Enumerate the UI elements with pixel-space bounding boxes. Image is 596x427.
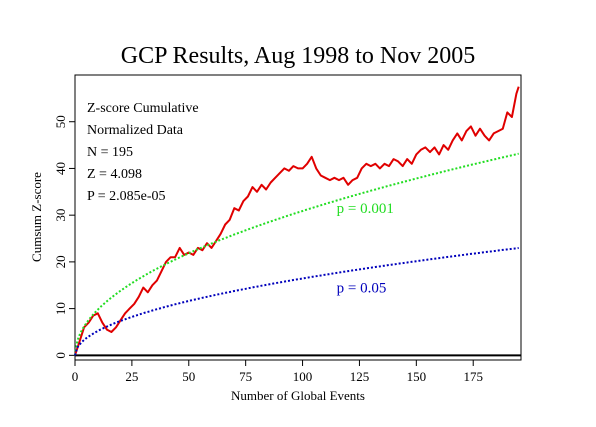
- y-tick-label: 20: [53, 255, 68, 268]
- y-axis-label: Cumsum Z-score: [29, 172, 44, 262]
- series-line-2: [74, 247, 519, 356]
- annotations: p = 0.001 p = 0.05: [337, 201, 394, 296]
- y-axis: 0 10 20 30 40 50: [53, 115, 75, 359]
- x-tick-label: 125: [350, 369, 370, 384]
- stats-line: Z = 4.098: [87, 167, 142, 182]
- x-axis: 0 25 50 75 100 125 150 175: [72, 360, 483, 384]
- stats-line: Z-score Cumulative: [87, 101, 199, 116]
- y-tick-label: 40: [53, 162, 68, 175]
- stats-line: Normalized Data: [87, 123, 184, 138]
- x-tick-label: 150: [407, 369, 427, 384]
- stats-box: Z-score Cumulative Normalized Data N = 195…: [87, 101, 199, 204]
- x-tick-label: 175: [463, 369, 483, 384]
- x-tick-label: 25: [125, 369, 138, 384]
- plot-frame: [74, 74, 522, 361]
- x-tick-label: 50: [182, 369, 195, 384]
- series-line-1: [74, 152, 519, 356]
- y-tick-label: 10: [53, 302, 68, 315]
- chart-title: GCP Results, Aug 1998 to Nov 2005: [121, 43, 475, 69]
- stats-line: N = 195: [87, 145, 133, 160]
- series-line-0: [74, 86, 520, 356]
- y-tick-label: 0: [53, 352, 68, 359]
- x-tick-label: 0: [72, 369, 79, 384]
- x-axis-label: Number of Global Events: [231, 388, 365, 403]
- series-layer: [74, 86, 520, 356]
- y-tick-label: 30: [53, 209, 68, 222]
- curve-label: p = 0.05: [337, 280, 387, 296]
- curve-label: p = 0.001: [337, 201, 394, 217]
- y-tick-label: 50: [53, 115, 68, 128]
- x-tick-label: 75: [239, 369, 252, 384]
- x-tick-label: 100: [293, 369, 313, 384]
- stats-line: P = 2.085e-05: [87, 189, 166, 204]
